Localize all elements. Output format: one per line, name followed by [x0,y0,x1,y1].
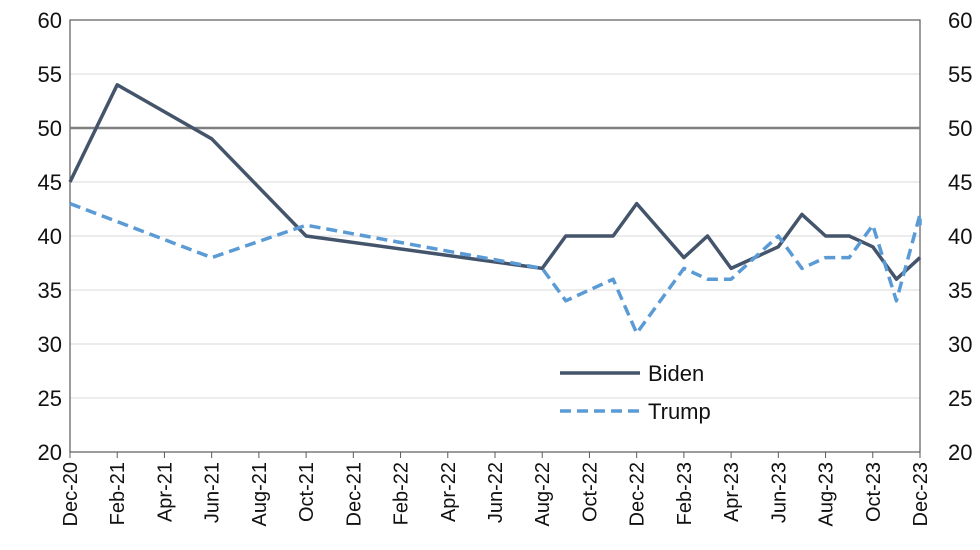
x-tick-label: Aug-22 [532,462,554,527]
x-tick-label: Feb-23 [674,462,696,525]
x-tick-label: Dec-20 [60,462,82,526]
left-y-axis-labels: 20 25 30 35 40 45 50 55 60 [38,8,62,465]
x-axis-labels: Dec-20 Feb-21 Apr-21 Jun-21 Aug-21 Oct-21 Dec-… [60,462,932,527]
y-tick-label-left: 45 [38,170,62,195]
x-tick-label: Aug-23 [816,462,838,527]
y-tick-label-right: 20 [948,440,972,465]
y-tick-label-right: 55 [948,62,972,87]
series-line-biden [68,83,922,281]
x-tick-label: Dec-22 [627,462,649,526]
x-tick-label: Apr-22 [438,462,460,522]
gridlines [70,73,920,399]
y-tick-label-right: 50 [948,116,972,141]
x-tick-label: Jun-21 [202,462,224,523]
y-tick-label-right: 45 [948,170,972,195]
x-tick-label: Apr-21 [154,462,176,522]
x-tick-label: Dec-23 [910,462,932,526]
x-tick-label: Feb-21 [107,462,129,525]
y-tick-label-right: 30 [948,332,972,357]
y-tick-label-left: 30 [38,332,62,357]
x-tick-label: Oct-23 [863,462,885,522]
x-tick-label: Oct-22 [579,462,601,522]
y-tick-label-right: 25 [948,386,972,411]
series-lines [68,83,922,335]
legend: Biden Trump [560,361,711,424]
x-tick-label: Jun-23 [768,462,790,523]
y-tick-label-left: 55 [38,62,62,87]
legend-label-trump: Trump [648,399,711,424]
y-tick-label-right: 40 [948,224,972,249]
series-line-trump [69,201,922,335]
y-tick-label-left: 60 [38,8,62,33]
y-tick-label-left: 20 [38,440,62,465]
x-tick-label: Jun-22 [485,462,507,523]
y-tick-label-left: 40 [38,224,62,249]
x-tick-label: Feb-22 [391,462,413,525]
y-tick-label-right: 60 [948,8,972,33]
x-tick-label: Aug-21 [249,462,271,527]
right-y-axis-labels: 20 25 30 35 40 45 50 55 60 [948,8,972,465]
axes [69,19,921,458]
y-tick-label-left: 25 [38,386,62,411]
x-tick-label: Apr-23 [721,462,743,522]
legend-label-biden: Biden [648,361,704,386]
x-tick-label: Dec-21 [343,462,365,526]
x-tick-label: Oct-21 [296,462,318,522]
y-tick-label-left: 35 [38,278,62,303]
y-tick-label-left: 50 [38,116,62,141]
y-tick-label-right: 35 [948,278,972,303]
